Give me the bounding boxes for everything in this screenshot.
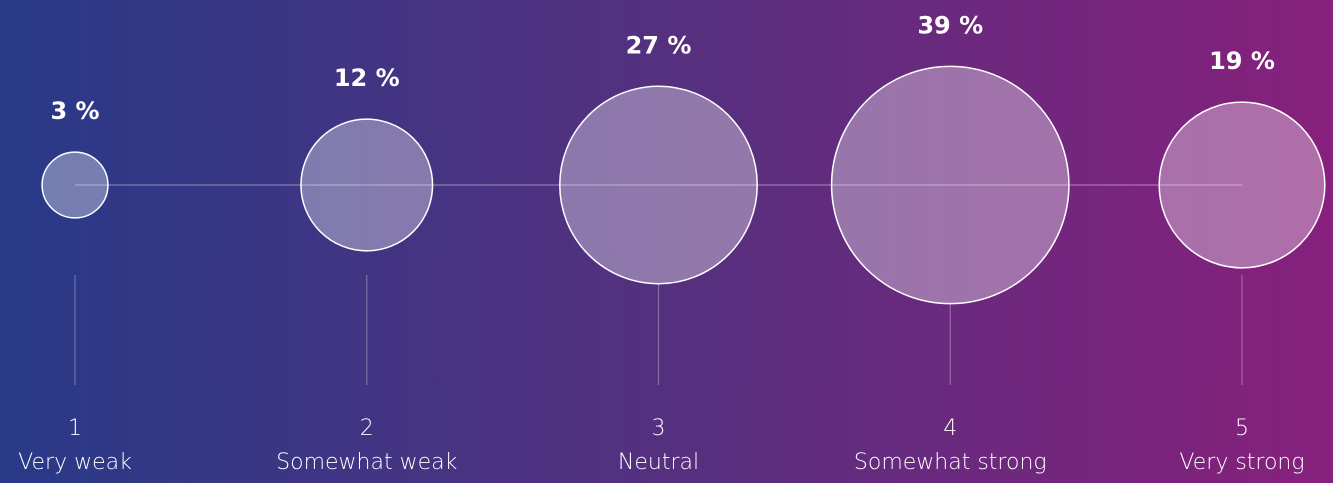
scale-number: 4: [943, 416, 957, 441]
category-label: Somewhat weak: [276, 450, 457, 475]
category-label: Somewhat strong: [854, 450, 1047, 475]
bubble: [41, 151, 109, 219]
value-label: 12 %: [334, 64, 400, 92]
value-label: 19 %: [1209, 47, 1275, 75]
bubble: [559, 85, 758, 285]
category-label: Very strong: [1179, 450, 1304, 475]
value-label: 3 %: [50, 97, 99, 125]
category-label: Neutral: [618, 450, 699, 475]
bubble: [300, 118, 434, 252]
bubble: [1158, 101, 1326, 269]
scale-number: 1: [68, 416, 82, 441]
value-label: 27 %: [626, 31, 692, 59]
scale-number: 5: [1235, 416, 1249, 441]
scale-number: 2: [360, 416, 374, 441]
plot: 3 % 1 Very weak 12 % 2 Somewhat weak 27 % 3 Neut…: [18, 11, 1326, 475]
value-label: 39 %: [917, 11, 983, 39]
category-label: Very weak: [18, 450, 132, 475]
bubble: [830, 65, 1070, 305]
scale-number: 3: [652, 416, 666, 441]
